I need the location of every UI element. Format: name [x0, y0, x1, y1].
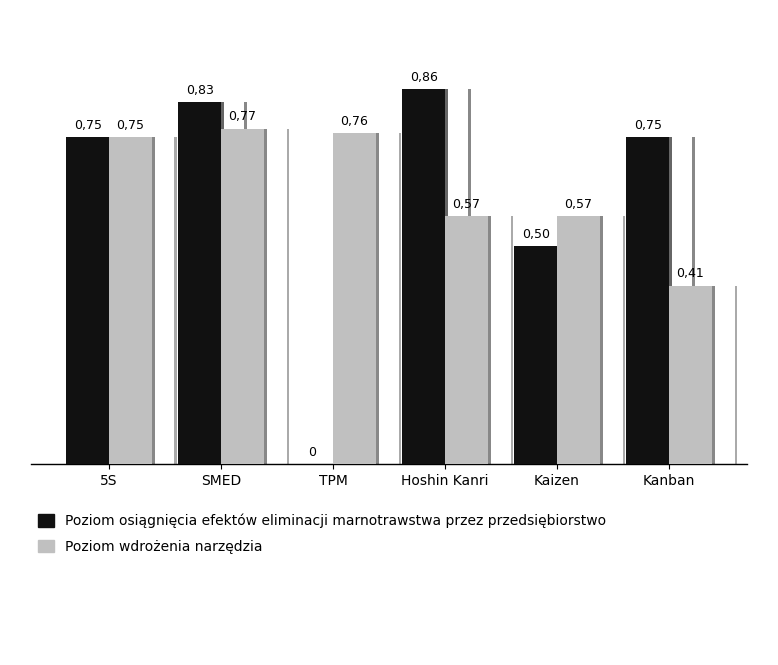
- Bar: [514, 247, 557, 464]
- Bar: [244, 102, 247, 464]
- Bar: [669, 286, 712, 464]
- Text: 0,57: 0,57: [452, 198, 480, 211]
- Text: 0,75: 0,75: [116, 119, 144, 132]
- Bar: [488, 216, 491, 464]
- Text: 0,77: 0,77: [228, 110, 256, 124]
- Bar: [398, 133, 401, 464]
- Bar: [264, 128, 267, 464]
- Bar: [734, 286, 738, 464]
- Bar: [622, 216, 626, 464]
- Bar: [109, 138, 112, 464]
- Bar: [376, 133, 379, 464]
- Text: 0,75: 0,75: [74, 119, 102, 132]
- Text: 0,86: 0,86: [410, 71, 438, 84]
- Text: 0,75: 0,75: [634, 119, 662, 132]
- Polygon shape: [33, 464, 778, 475]
- Bar: [402, 89, 445, 464]
- Bar: [221, 102, 224, 464]
- Text: 0,41: 0,41: [676, 267, 704, 281]
- Bar: [510, 216, 513, 464]
- Text: 0,83: 0,83: [186, 84, 214, 97]
- Bar: [580, 247, 583, 464]
- Bar: [468, 89, 471, 464]
- Bar: [557, 247, 560, 464]
- Bar: [692, 138, 695, 464]
- Bar: [109, 138, 152, 464]
- Bar: [445, 89, 448, 464]
- Bar: [66, 138, 109, 464]
- Bar: [333, 133, 376, 464]
- Bar: [178, 102, 221, 464]
- Text: 0,57: 0,57: [564, 198, 592, 211]
- Bar: [286, 128, 289, 464]
- Legend: Poziom osiągnięcia efektów eliminacji marnotrawstwa przez przedsiębiorstwo, Pozi: Poziom osiągnięcia efektów eliminacji ma…: [37, 514, 606, 553]
- Text: 0: 0: [308, 446, 316, 460]
- Bar: [626, 138, 669, 464]
- Bar: [669, 138, 672, 464]
- Bar: [600, 216, 603, 464]
- Text: 0,50: 0,50: [522, 228, 550, 241]
- Bar: [174, 138, 177, 464]
- Bar: [445, 216, 488, 464]
- Bar: [557, 216, 600, 464]
- Bar: [152, 138, 155, 464]
- Bar: [132, 138, 135, 464]
- Bar: [221, 128, 264, 464]
- Text: 0,76: 0,76: [340, 115, 368, 128]
- Bar: [712, 286, 715, 464]
